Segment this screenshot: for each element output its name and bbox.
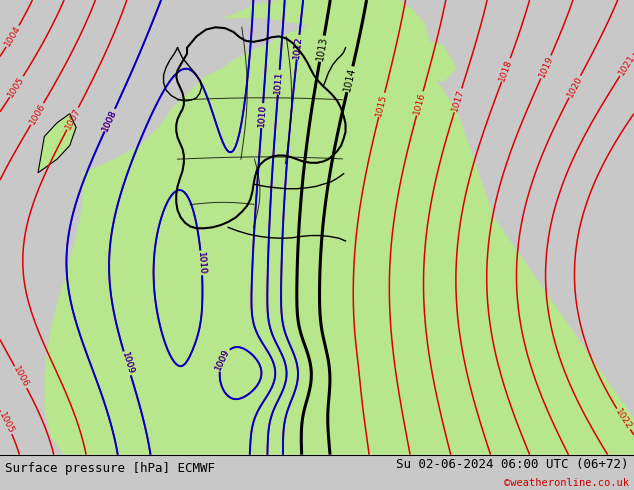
Text: 1010: 1010: [196, 251, 207, 275]
Text: 1008: 1008: [101, 108, 119, 132]
Text: 1014: 1014: [342, 66, 358, 92]
Text: 1020: 1020: [566, 74, 584, 99]
Text: 1008: 1008: [101, 108, 119, 132]
Text: 1019: 1019: [537, 54, 555, 79]
Polygon shape: [38, 114, 76, 173]
Text: 1009: 1009: [120, 351, 135, 376]
Text: 1011: 1011: [273, 70, 284, 94]
Text: 1015: 1015: [375, 93, 389, 117]
Text: 1012: 1012: [292, 35, 304, 59]
Polygon shape: [44, 18, 634, 455]
Text: 1006: 1006: [11, 365, 30, 390]
Text: 1017: 1017: [450, 88, 466, 113]
Text: 1010: 1010: [196, 251, 207, 275]
Text: 1022: 1022: [614, 407, 633, 431]
Polygon shape: [349, 36, 456, 82]
Polygon shape: [209, 0, 431, 59]
Text: 1012: 1012: [292, 35, 304, 59]
Text: Surface pressure [hPa] ECMWF: Surface pressure [hPa] ECMWF: [5, 463, 215, 475]
Text: 1007: 1007: [63, 106, 82, 131]
Text: 1010: 1010: [257, 104, 268, 127]
Text: 1018: 1018: [498, 58, 514, 82]
Text: 1009: 1009: [120, 351, 135, 376]
Text: 1011: 1011: [273, 70, 284, 94]
Text: 1006: 1006: [27, 102, 47, 126]
Text: Su 02-06-2024 06:00 UTC (06+72): Su 02-06-2024 06:00 UTC (06+72): [396, 458, 629, 471]
Text: 1021: 1021: [617, 53, 634, 77]
Text: 1004: 1004: [3, 24, 22, 49]
Text: 1009: 1009: [214, 347, 231, 372]
Text: 1010: 1010: [257, 104, 268, 127]
Text: ©weatheronline.co.uk: ©weatheronline.co.uk: [504, 478, 629, 488]
Text: 1005: 1005: [6, 74, 27, 99]
Text: 1016: 1016: [413, 91, 427, 116]
Text: 1005: 1005: [0, 411, 16, 435]
Text: 1013: 1013: [315, 36, 329, 62]
Text: 1009: 1009: [214, 347, 231, 372]
